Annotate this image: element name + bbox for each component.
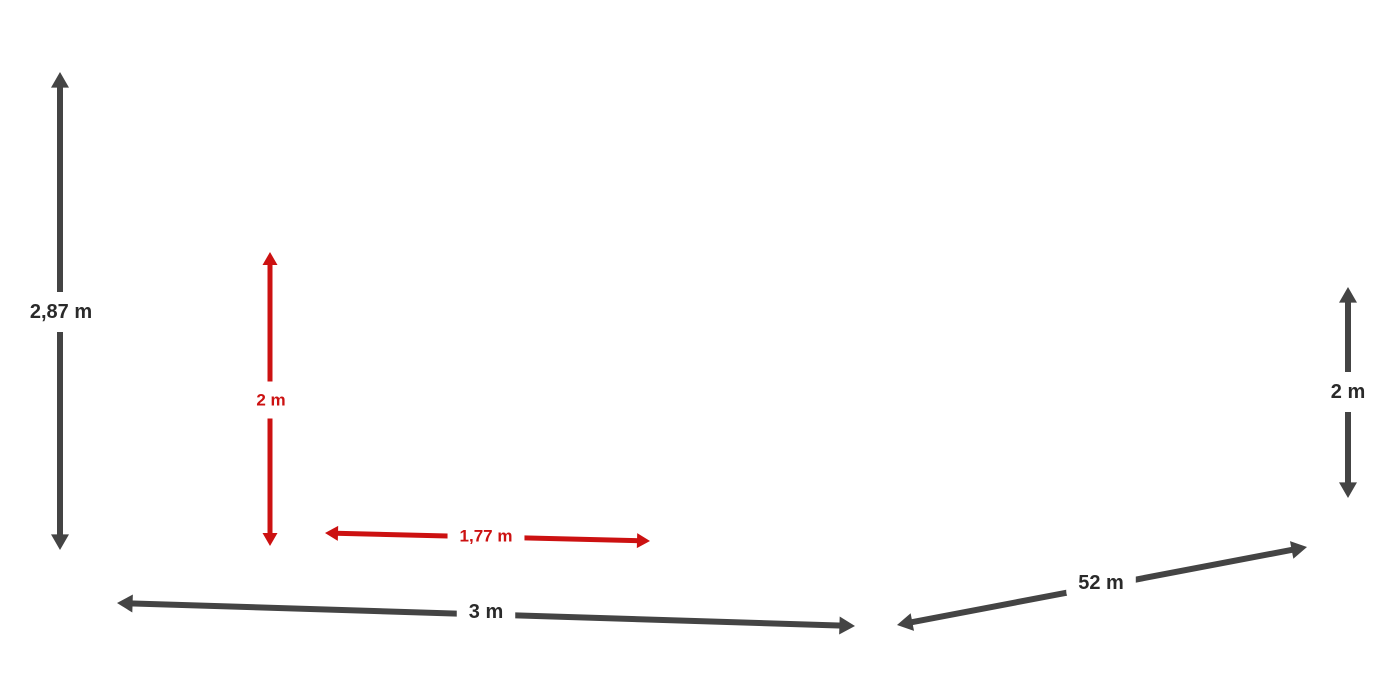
dimension-height-total: 2,87 m [17, 72, 105, 550]
arrowhead-start-icon [897, 613, 915, 631]
arrowhead-start-icon [1339, 287, 1357, 303]
arrowhead-end-icon [262, 533, 278, 546]
label-background [456, 592, 516, 632]
dimension-label: 1,77 m [460, 527, 513, 546]
dimension-width-red: 1,77 m [325, 517, 650, 555]
arrowhead-start-icon [262, 252, 278, 265]
dimension-label: 52 m [1078, 572, 1124, 594]
dimension-label: 3 m [469, 601, 503, 623]
dimension-label: 2,87 m [30, 301, 92, 323]
arrowhead-end-icon [636, 533, 650, 549]
label-background [447, 517, 525, 555]
dimension-label: 2 m [256, 391, 285, 410]
dimension-label: 2 m [1331, 381, 1365, 403]
label-background [1066, 563, 1136, 603]
arrowhead-end-icon [51, 534, 69, 550]
arrowhead-start-icon [325, 525, 339, 541]
arrowhead-end-icon [1289, 541, 1307, 559]
dimension-length-diagonal: 52 m [897, 541, 1307, 631]
dimension-height-right: 2 m [1318, 287, 1378, 498]
label-background [1318, 372, 1378, 412]
arrowhead-start-icon [51, 72, 69, 88]
arrowhead-start-icon [117, 594, 133, 613]
dimension-height-red: 2 m [244, 252, 298, 546]
dimension-width-bottom: 3 m [117, 592, 855, 635]
arrowhead-end-icon [839, 616, 855, 635]
arrowhead-end-icon [1339, 482, 1357, 498]
label-background [17, 292, 105, 332]
label-background [244, 381, 298, 419]
